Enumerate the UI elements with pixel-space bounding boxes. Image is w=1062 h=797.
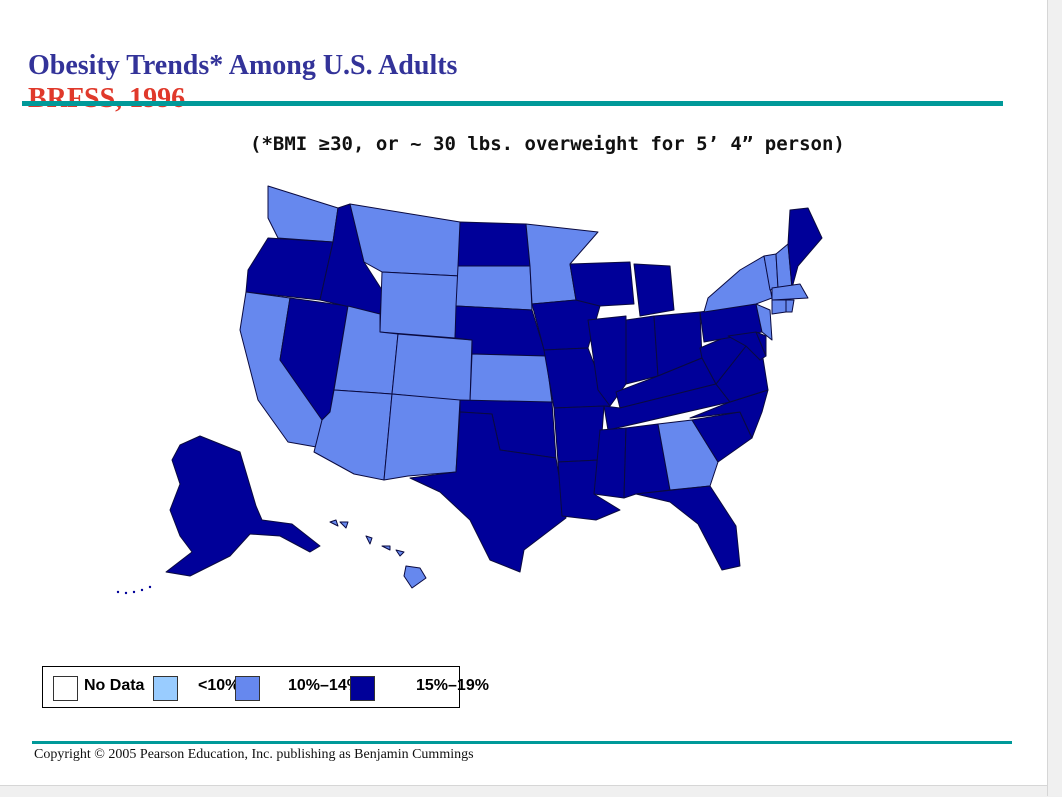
state-maine[interactable] [787,207,823,289]
state-washington[interactable] [267,185,339,243]
state-indiana[interactable] [625,315,659,385]
state-delaware[interactable] [755,331,767,357]
vertical-scrollbar[interactable] [1047,0,1062,796]
state-wyoming[interactable] [379,271,461,339]
legend-label-no-data: No Data [84,677,145,694]
state-maryland[interactable] [727,331,767,361]
legend-label-lt10: <10% [198,677,240,694]
state-alaska[interactable] [165,435,321,577]
state-north-dakota[interactable] [457,221,531,267]
copyright: Copyright © 2005 Pearson Education, Inc.… [34,747,474,762]
state-new-jersey[interactable] [755,303,773,341]
legend: No Data <10% 10%–14% 15%–19% [42,666,489,708]
state-connecticut[interactable] [771,299,787,315]
state-kansas[interactable] [469,353,553,403]
state-georgia[interactable] [657,419,719,491]
state-massachusetts[interactable] [771,283,809,301]
legend-swatch-10-14 [235,676,260,701]
legend-label-10-14: 10%–14% [288,677,361,694]
header-rule [22,101,1003,106]
state-south-dakota[interactable] [455,265,533,311]
state-hawaii[interactable] [329,519,427,589]
legend-label-15-19: 15%–19% [416,677,489,694]
state-colorado[interactable] [391,333,473,403]
legend-swatch-lt10 [153,676,178,701]
slide: Obesity Trends* Among U.S. Adults BRFSS,… [0,0,1047,785]
footer-rule [32,741,1012,744]
slide-title: Obesity Trends* Among U.S. Adults [28,50,458,81]
horizontal-scrollbar[interactable] [0,785,1047,797]
us-map [116,185,823,595]
state-arkansas[interactable] [553,405,605,463]
slide-subtitle: BRFSS, 1996 [28,83,186,114]
state-new-mexico[interactable] [383,393,461,481]
state-texas[interactable] [409,411,567,573]
bmi-note: (*BMI ≥30, or ~ 30 lbs. overweight for 5… [250,133,845,155]
state-rhode-island[interactable] [785,299,795,313]
legend-swatch-15-19 [350,676,375,701]
state-michigan[interactable] [633,263,675,317]
state-new-york[interactable] [703,255,773,313]
state-wisconsin[interactable] [569,261,635,307]
aleutian-islands [116,585,152,595]
legend-swatch-no-data [53,676,78,701]
state-oregon[interactable] [245,237,334,301]
state-mississippi[interactable] [593,427,627,499]
state-florida[interactable] [635,485,741,571]
